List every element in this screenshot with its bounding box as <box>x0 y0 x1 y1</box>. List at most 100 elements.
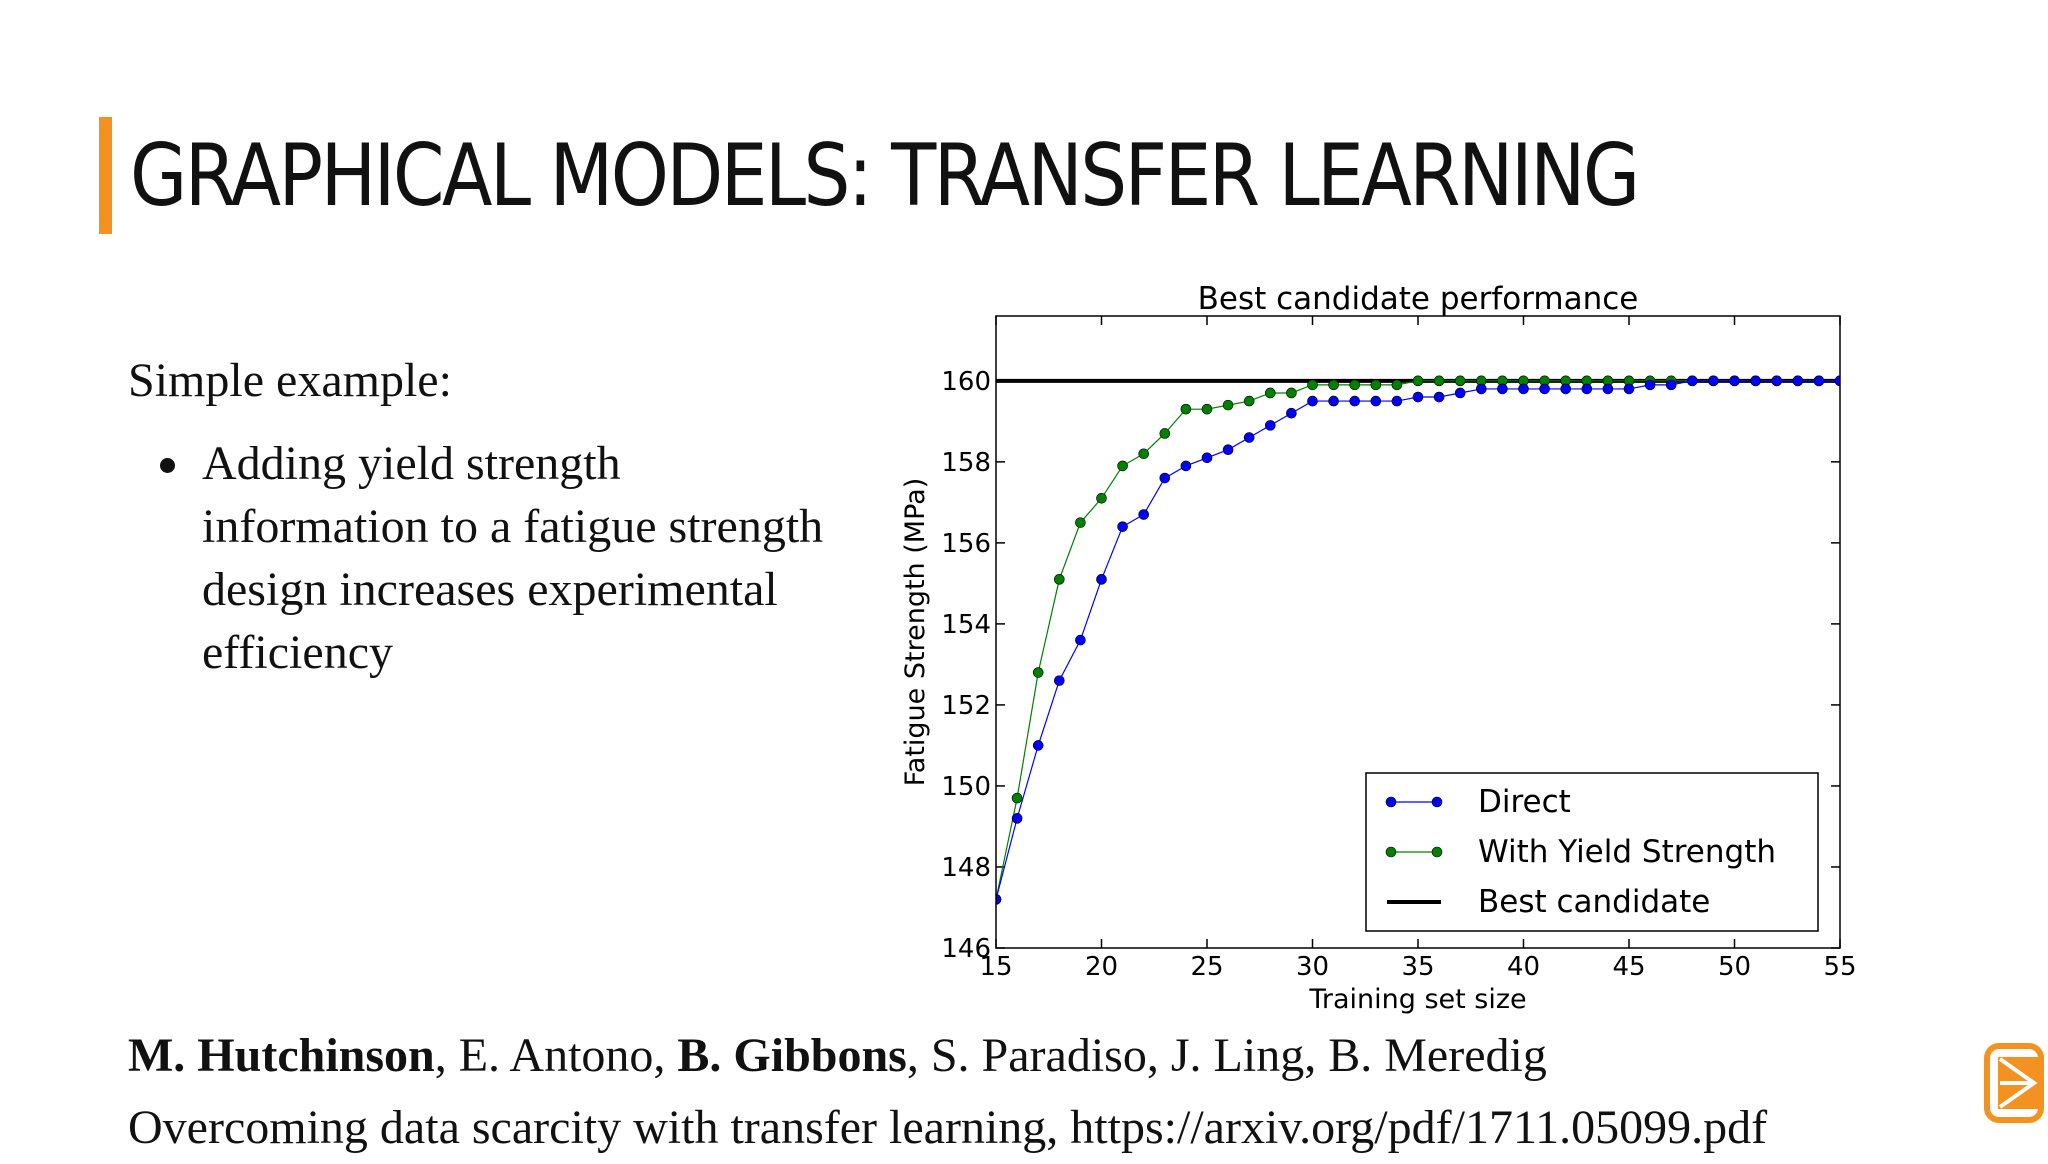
citation-paper: Overcoming data scarcity with transfer l… <box>128 1101 1768 1154</box>
data-point-with-yield-strength <box>1159 428 1171 439</box>
data-point-direct <box>1644 379 1656 391</box>
data-point-with-yield-strength <box>1433 375 1445 387</box>
slide-title: GRAPHICAL MODELS: TRANSFER LEARNING <box>130 126 1640 226</box>
y-axis-label: Fatigue Strength (MPa) <box>900 478 931 786</box>
citation-separator: , <box>1146 1029 1171 1082</box>
data-point-with-yield-strength <box>1454 375 1466 387</box>
x-tick-label: 55 <box>1823 952 1856 982</box>
data-point-with-yield-strength <box>1328 379 1339 391</box>
x-tick-label: 40 <box>1507 952 1540 982</box>
data-point-direct <box>1054 675 1065 686</box>
citation: M. Hutchinson, E. Antono, B. Gibbons, S.… <box>128 1020 1928 1164</box>
x-tick-label: 35 <box>1401 952 1434 982</box>
data-point-with-yield-strength <box>1349 379 1360 391</box>
citation-author: E. Antono <box>458 1029 654 1082</box>
data-point-with-yield-strength <box>1075 517 1086 528</box>
citation-author: M. Hutchinson <box>128 1029 435 1082</box>
legend-swatch-marker-direct <box>1385 796 1397 808</box>
x-tick-label: 45 <box>1612 952 1645 982</box>
data-point-with-yield-strength <box>1054 574 1065 585</box>
y-tick-label: 150 <box>941 772 991 802</box>
data-point-with-yield-strength <box>1117 460 1128 472</box>
y-tick-label: 146 <box>941 934 991 964</box>
data-point-direct <box>1222 444 1234 455</box>
bullet-text: Adding yield strength information to a f… <box>202 437 824 679</box>
citation-author: B. Meredig <box>1328 1029 1547 1082</box>
data-point-direct <box>1138 509 1149 520</box>
data-point-direct <box>1623 383 1635 395</box>
data-point-direct <box>1792 375 1804 387</box>
data-point-direct <box>1665 379 1677 391</box>
x-tick-label: 25 <box>1190 952 1223 982</box>
data-point-direct <box>1602 383 1614 395</box>
data-point-direct <box>1454 387 1466 399</box>
legend-swatch-marker-with-yield-strength <box>1385 846 1397 858</box>
data-point-direct <box>1201 452 1213 464</box>
data-point-with-yield-strength <box>1370 379 1382 391</box>
data-point-direct <box>996 894 1002 905</box>
citation-separator: , <box>653 1029 678 1082</box>
data-point-direct <box>1075 634 1086 646</box>
data-point-direct <box>1117 521 1128 532</box>
legend-label-with-yield-strength: With Yield Strength <box>1478 834 1776 870</box>
intro-text: Simple example: <box>128 354 452 407</box>
data-point-with-yield-strength <box>1222 399 1234 411</box>
x-tick-label: 30 <box>1296 952 1329 982</box>
data-point-direct <box>1518 383 1529 395</box>
citation-separator: , <box>1304 1029 1329 1082</box>
data-point-direct <box>1286 407 1297 419</box>
data-point-direct <box>1729 375 1740 387</box>
slide-body: Simple example: Adding yield strength in… <box>128 348 828 684</box>
legend-label-best-candidate: Best candidate <box>1478 884 1710 920</box>
data-point-direct <box>1032 740 1044 751</box>
y-tick-label: 160 <box>941 367 991 397</box>
data-point-with-yield-strength <box>1138 448 1149 460</box>
presentation-logo-icon <box>1984 1043 2044 1123</box>
x-tick-label: 20 <box>1085 952 1118 982</box>
data-point-direct <box>1813 375 1825 387</box>
data-point-direct <box>1011 813 1023 824</box>
data-point-with-yield-strength <box>1011 792 1023 804</box>
data-point-direct <box>1539 383 1550 395</box>
data-point-with-yield-strength <box>1201 403 1213 415</box>
data-point-direct <box>1159 472 1171 484</box>
data-point-with-yield-strength <box>1412 375 1424 387</box>
bullet-list: Adding yield strength information to a f… <box>128 432 828 684</box>
bullet-item: Adding yield strength information to a f… <box>128 432 828 684</box>
data-point-with-yield-strength <box>1265 387 1276 399</box>
citation-author: S. Paradiso <box>930 1029 1147 1082</box>
x-tick-label: 50 <box>1718 952 1751 982</box>
y-tick-label: 154 <box>941 610 991 640</box>
citation-author: B. Gibbons <box>677 1029 907 1082</box>
data-point-direct <box>1750 375 1761 387</box>
data-point-direct <box>1433 391 1445 403</box>
data-point-direct <box>1581 383 1593 395</box>
bullet-dot-icon <box>160 458 175 473</box>
data-point-direct <box>1370 395 1382 407</box>
data-point-direct <box>1391 395 1403 407</box>
data-point-direct <box>1687 375 1698 387</box>
x-axis-label: Training set size <box>1308 984 1526 1015</box>
y-tick-label: 156 <box>941 529 991 559</box>
citation-separator: , <box>434 1029 459 1082</box>
data-point-with-yield-strength <box>1180 403 1192 415</box>
data-point-with-yield-strength <box>1391 379 1403 391</box>
legend-swatch-marker-direct <box>1431 796 1443 808</box>
title-accent-bar <box>99 117 112 234</box>
data-point-direct <box>1771 375 1782 387</box>
citation-author: J. Ling <box>1170 1029 1305 1082</box>
y-tick-label: 158 <box>941 448 991 478</box>
chart-title: Best candidate performance <box>1198 281 1639 317</box>
legend-swatch-marker-with-yield-strength <box>1431 846 1443 858</box>
data-point-direct <box>1497 383 1508 395</box>
x-tick-label: 15 <box>979 952 1012 982</box>
data-point-with-yield-strength <box>1286 387 1297 399</box>
data-point-direct <box>1265 420 1276 431</box>
data-point-direct <box>1708 375 1719 387</box>
data-point-with-yield-strength <box>1243 395 1255 407</box>
data-point-with-yield-strength <box>1307 379 1318 391</box>
data-point-direct <box>1096 574 1107 585</box>
data-point-direct <box>1834 375 1840 387</box>
data-point-with-yield-strength <box>1096 493 1107 504</box>
